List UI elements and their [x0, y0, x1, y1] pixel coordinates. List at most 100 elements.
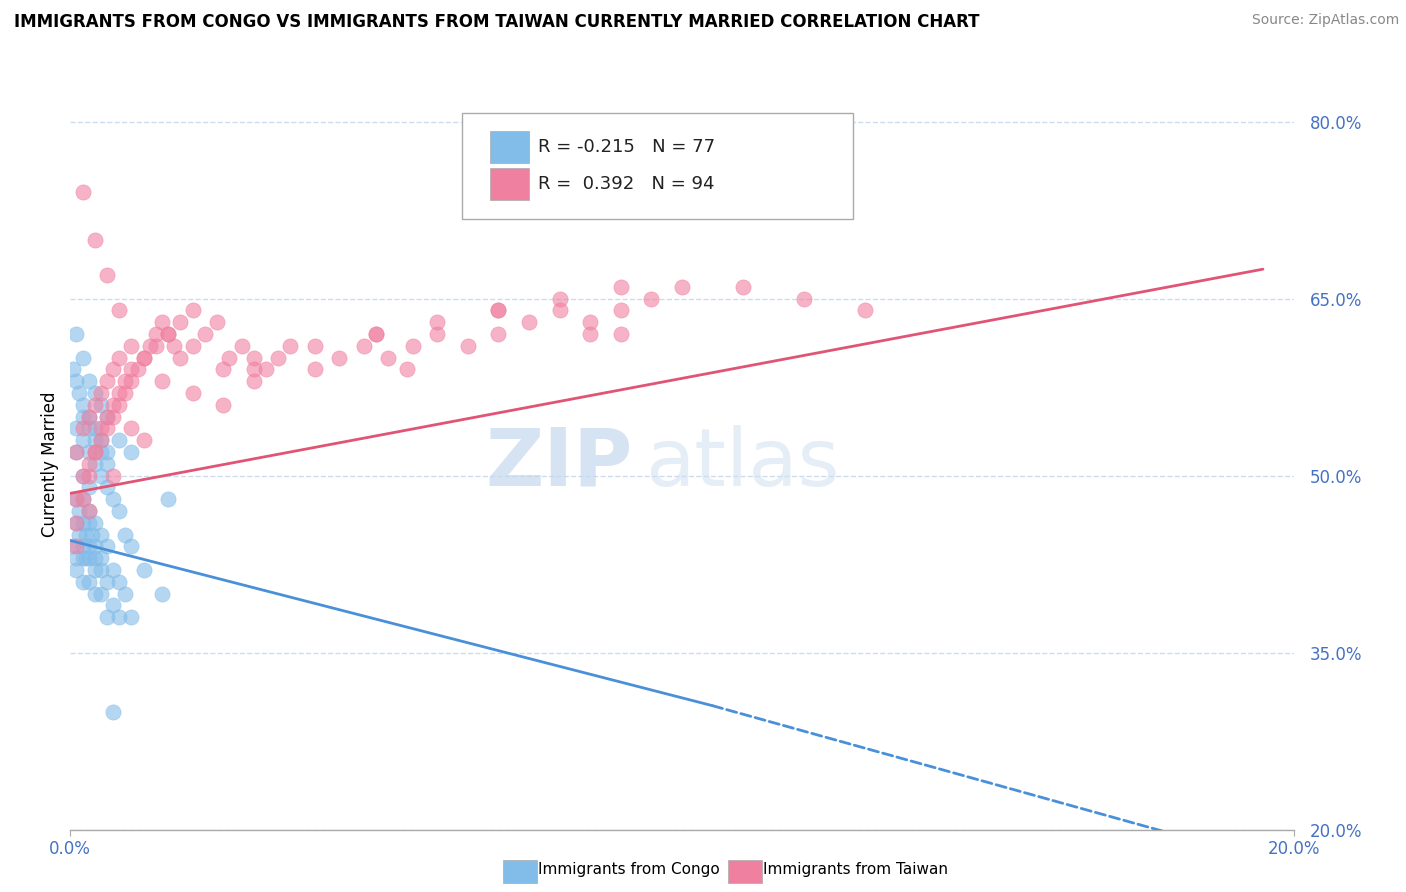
- Point: [65, 551, 87, 566]
- Text: Immigrants from Congo: Immigrants from Congo: [538, 863, 720, 877]
- Point: [83, 540, 105, 554]
- Text: R =  0.392   N = 94: R = 0.392 N = 94: [537, 175, 714, 193]
- Point: [90, 421, 112, 435]
- Point: [96, 445, 118, 459]
- Point: [72, 468, 94, 483]
- Point: [488, 303, 510, 318]
- Point: [181, 386, 204, 401]
- Point: [72, 492, 94, 507]
- Point: [77, 480, 100, 494]
- Point: [65, 327, 87, 342]
- Point: [457, 339, 479, 353]
- Point: [108, 610, 131, 624]
- Point: [194, 327, 217, 342]
- Point: [267, 351, 290, 365]
- Point: [150, 315, 173, 329]
- Point: [231, 339, 253, 353]
- Point: [72, 351, 94, 365]
- Point: [72, 551, 94, 566]
- Point: [96, 457, 118, 471]
- Point: [65, 516, 87, 530]
- FancyBboxPatch shape: [489, 168, 529, 200]
- Point: [108, 504, 131, 518]
- Point: [80, 527, 103, 541]
- Point: [72, 492, 94, 507]
- Point: [72, 516, 94, 530]
- Point: [72, 421, 94, 435]
- Text: ZIP: ZIP: [485, 425, 633, 503]
- Point: [90, 386, 112, 401]
- Point: [65, 516, 87, 530]
- Point: [72, 409, 94, 424]
- Point: [610, 280, 633, 294]
- Point: [101, 599, 124, 613]
- Point: [96, 374, 118, 388]
- Point: [72, 540, 94, 554]
- Point: [157, 327, 180, 342]
- Point: [121, 339, 143, 353]
- Point: [132, 434, 155, 448]
- Point: [150, 586, 173, 600]
- Point: [75, 527, 97, 541]
- Point: [212, 398, 235, 412]
- Point: [243, 362, 266, 376]
- Point: [114, 527, 136, 541]
- Point: [65, 374, 87, 388]
- Point: [77, 457, 100, 471]
- Point: [108, 398, 131, 412]
- Point: [90, 434, 112, 448]
- Point: [426, 315, 449, 329]
- Point: [77, 504, 100, 518]
- Point: [488, 303, 510, 318]
- Text: atlas: atlas: [645, 425, 839, 503]
- Text: Source: ZipAtlas.com: Source: ZipAtlas.com: [1251, 13, 1399, 28]
- Point: [90, 445, 112, 459]
- Point: [83, 386, 105, 401]
- Point: [610, 327, 633, 342]
- Point: [132, 351, 155, 365]
- Point: [62, 362, 84, 376]
- Point: [121, 374, 143, 388]
- Point: [671, 280, 693, 294]
- Point: [150, 374, 173, 388]
- Point: [83, 516, 105, 530]
- Point: [579, 315, 602, 329]
- Point: [77, 540, 100, 554]
- Point: [77, 374, 100, 388]
- Point: [517, 315, 540, 329]
- Point: [77, 421, 100, 435]
- Point: [72, 574, 94, 589]
- Point: [157, 492, 180, 507]
- Text: R = -0.215   N = 77: R = -0.215 N = 77: [537, 138, 714, 156]
- Point: [181, 339, 204, 353]
- Point: [72, 186, 94, 200]
- Point: [90, 563, 112, 577]
- Point: [304, 339, 326, 353]
- Point: [72, 398, 94, 412]
- Point: [77, 504, 100, 518]
- Point: [132, 563, 155, 577]
- Point: [77, 551, 100, 566]
- Point: [157, 327, 180, 342]
- Point: [69, 527, 91, 541]
- Point: [366, 327, 388, 342]
- Point: [121, 362, 143, 376]
- Point: [83, 551, 105, 566]
- Point: [83, 233, 105, 247]
- Point: [218, 351, 240, 365]
- Point: [121, 421, 143, 435]
- Point: [83, 398, 105, 412]
- Point: [77, 468, 100, 483]
- Point: [65, 492, 87, 507]
- Point: [114, 386, 136, 401]
- Point: [90, 527, 112, 541]
- Point: [83, 421, 105, 435]
- Point: [127, 362, 149, 376]
- Point: [163, 339, 186, 353]
- Point: [101, 468, 124, 483]
- Point: [121, 445, 143, 459]
- Point: [96, 409, 118, 424]
- Point: [83, 445, 105, 459]
- Point: [205, 315, 228, 329]
- Point: [96, 268, 118, 282]
